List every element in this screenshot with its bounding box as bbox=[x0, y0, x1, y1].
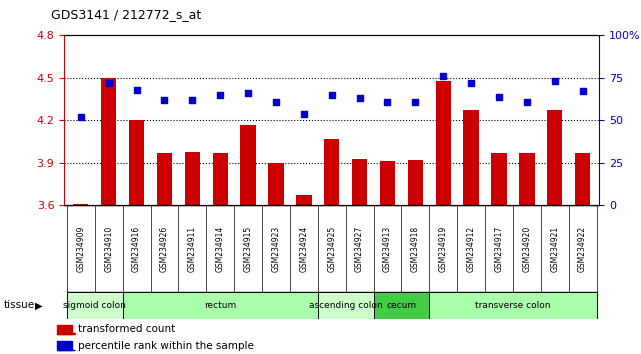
Text: ▶: ▶ bbox=[35, 300, 43, 310]
Point bbox=[354, 96, 365, 101]
Text: cecum: cecum bbox=[387, 301, 417, 310]
Point bbox=[104, 80, 114, 86]
Text: GSM234920: GSM234920 bbox=[522, 225, 531, 272]
Bar bbox=[324, 139, 339, 205]
Text: GSM234926: GSM234926 bbox=[160, 225, 169, 272]
Text: transverse colon: transverse colon bbox=[475, 301, 551, 310]
Bar bbox=[408, 160, 423, 205]
Point bbox=[131, 87, 142, 93]
Bar bbox=[429, 292, 597, 319]
Bar bbox=[491, 153, 506, 205]
Text: GSM234922: GSM234922 bbox=[578, 225, 587, 272]
Text: GSM234915: GSM234915 bbox=[244, 225, 253, 272]
Text: GSM234913: GSM234913 bbox=[383, 225, 392, 272]
Text: GSM234909: GSM234909 bbox=[76, 225, 85, 272]
Bar bbox=[269, 163, 283, 205]
Text: GSM234921: GSM234921 bbox=[550, 225, 559, 272]
Text: GSM234911: GSM234911 bbox=[188, 225, 197, 272]
Point bbox=[187, 97, 197, 103]
Bar bbox=[67, 292, 122, 319]
Point bbox=[522, 99, 532, 104]
Text: GSM234918: GSM234918 bbox=[411, 225, 420, 272]
Text: tissue: tissue bbox=[3, 300, 35, 310]
Bar bbox=[101, 78, 117, 205]
Bar bbox=[296, 195, 312, 205]
Text: transformed count: transformed count bbox=[78, 324, 175, 334]
Point bbox=[215, 92, 226, 98]
Text: GSM234910: GSM234910 bbox=[104, 225, 113, 272]
Text: GSM234927: GSM234927 bbox=[355, 225, 364, 272]
Point bbox=[271, 99, 281, 104]
Bar bbox=[57, 325, 72, 333]
Bar bbox=[352, 159, 367, 205]
Bar bbox=[157, 153, 172, 205]
Bar bbox=[240, 125, 256, 205]
Point bbox=[494, 94, 504, 99]
Bar bbox=[575, 153, 590, 205]
Bar bbox=[129, 120, 144, 205]
Bar bbox=[57, 341, 72, 350]
Text: GSM234925: GSM234925 bbox=[327, 225, 337, 272]
Bar bbox=[463, 110, 479, 205]
Text: ascending colon: ascending colon bbox=[309, 301, 383, 310]
Point bbox=[243, 90, 253, 96]
Text: percentile rank within the sample: percentile rank within the sample bbox=[78, 341, 253, 351]
Text: GSM234919: GSM234919 bbox=[438, 225, 447, 272]
Bar bbox=[185, 152, 200, 205]
Point bbox=[578, 88, 588, 94]
Text: GSM234912: GSM234912 bbox=[467, 225, 476, 272]
Point bbox=[299, 111, 309, 116]
Bar bbox=[213, 153, 228, 205]
Text: GSM234914: GSM234914 bbox=[216, 225, 225, 272]
Bar bbox=[547, 110, 562, 205]
Bar bbox=[374, 292, 429, 319]
Text: GSM234923: GSM234923 bbox=[272, 225, 281, 272]
Text: GSM234916: GSM234916 bbox=[132, 225, 141, 272]
Text: rectum: rectum bbox=[204, 301, 237, 310]
Text: GSM234924: GSM234924 bbox=[299, 225, 308, 272]
Bar bbox=[73, 204, 88, 205]
Point bbox=[326, 92, 337, 98]
Point bbox=[549, 79, 560, 84]
Bar bbox=[122, 292, 318, 319]
Bar bbox=[380, 161, 395, 205]
Text: GDS3141 / 212772_s_at: GDS3141 / 212772_s_at bbox=[51, 8, 201, 21]
Text: GSM234917: GSM234917 bbox=[494, 225, 503, 272]
Point bbox=[466, 80, 476, 86]
Bar bbox=[519, 153, 535, 205]
Point bbox=[76, 114, 86, 120]
Point bbox=[410, 99, 420, 104]
Point bbox=[438, 73, 448, 79]
Point bbox=[160, 97, 170, 103]
Bar bbox=[435, 81, 451, 205]
Point bbox=[382, 99, 392, 104]
Bar bbox=[318, 292, 374, 319]
Text: sigmoid colon: sigmoid colon bbox=[63, 301, 126, 310]
